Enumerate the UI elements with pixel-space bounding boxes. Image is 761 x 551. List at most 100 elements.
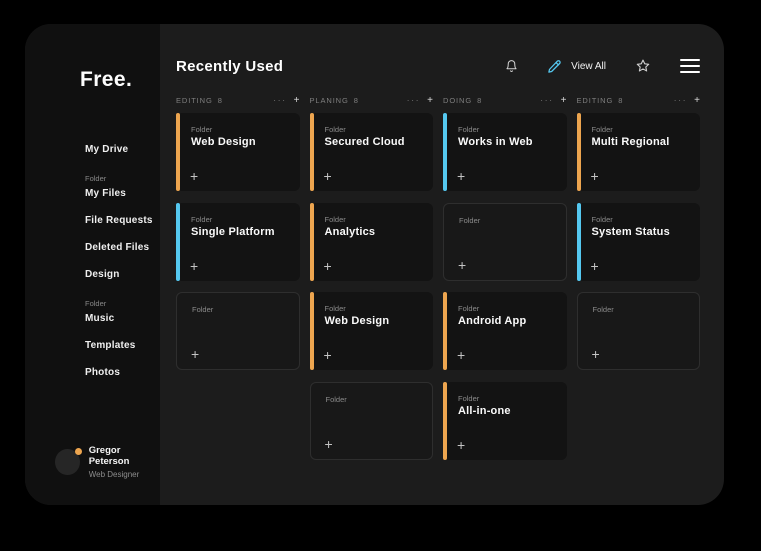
sidebar-nav: My Drive Folder My Files File Requests Delet… — [85, 144, 153, 378]
sidebar: Free. My Drive Folder My Files File Request… — [25, 24, 160, 505]
accent-bar — [309, 113, 314, 191]
card-add-button[interactable]: + — [324, 435, 333, 452]
sidebar-item-music[interactable]: Music — [85, 313, 115, 324]
board-column-editing-0: EDITING 8 ··· + Folder Web Design + Folder Singl… — [176, 95, 300, 471]
menu-icon[interactable] — [680, 58, 700, 74]
card-add-button[interactable]: + — [590, 257, 599, 274]
folder-card-multi-regional[interactable]: Folder Multi Regional + — [576, 113, 700, 191]
card-add-button[interactable]: + — [590, 168, 599, 184]
sidebar-item-design[interactable]: Design — [85, 269, 120, 280]
board-column-planing-1: PLANING 8 ··· + Folder Secured Cloud + Folder An… — [309, 94, 433, 471]
column-title: EDITING — [176, 95, 213, 105]
card-tag-label: Folder — [325, 394, 347, 404]
board: EDITING 8 ··· + Folder Web Design + Folder Singl… — [176, 95, 700, 471]
card-add-button[interactable]: + — [457, 436, 466, 453]
sidebar-item-templates[interactable]: Templates — [85, 340, 136, 351]
pencil-icon — [547, 59, 562, 74]
card-tag-label: Folder — [459, 215, 481, 225]
accent-bar — [309, 202, 314, 281]
user-role: Web Designer — [88, 470, 140, 479]
card-title: Android App — [458, 315, 527, 327]
column-count: 8 — [217, 95, 222, 105]
card-add-button[interactable]: + — [457, 168, 466, 184]
view-all-label: View All — [571, 60, 606, 72]
card-add-button[interactable]: + — [458, 256, 467, 273]
card-title: Works in Web — [458, 136, 533, 148]
user-profile[interactable]: Gregor Peterson Web Designer — [55, 445, 160, 479]
sidebar-item-my-files[interactable]: My Files — [85, 188, 127, 199]
folder-card-empty[interactable]: Folder + — [443, 202, 567, 281]
folder-card-android-app[interactable]: Folder Android App + — [443, 292, 567, 370]
column-add-button[interactable]: + — [694, 94, 700, 106]
accent-bar — [443, 292, 447, 370]
column-menu-dots-icon[interactable]: ··· — [673, 95, 688, 105]
main-panel: Recently Used View All — [160, 24, 724, 505]
card-add-button[interactable]: + — [190, 257, 199, 274]
page-title: Recently Used — [176, 57, 284, 75]
card-title: Web Design — [191, 136, 256, 148]
column-add-button[interactable]: + — [293, 94, 300, 106]
user-name: Gregor Peterson — [88, 445, 130, 467]
sidebar-item-my-drive[interactable]: My Drive — [85, 144, 129, 155]
status-dot-icon — [74, 448, 82, 455]
card-add-button[interactable]: + — [591, 346, 600, 362]
card-title: Multi Regional — [591, 136, 670, 148]
column-title: PLANING — [309, 95, 349, 105]
column-header: EDITING 8 ··· + — [176, 94, 300, 106]
column-add-button[interactable]: + — [560, 94, 567, 106]
card-add-button[interactable]: + — [323, 347, 332, 363]
card-title: Single Platform — [191, 225, 275, 238]
card-title: Web Design — [324, 315, 390, 327]
card-tag-label: Folder — [191, 214, 213, 224]
column-title: DOING — [443, 95, 473, 105]
accent-bar — [309, 292, 314, 370]
column-menu-dots-icon[interactable]: ··· — [406, 95, 421, 105]
avatar[interactable] — [55, 448, 82, 475]
column-count: 8 — [353, 95, 358, 105]
card-tag-label: Folder — [324, 304, 346, 313]
folder-card-analytics[interactable]: Folder Analytics + — [309, 202, 433, 281]
card-tag-label: Folder — [324, 125, 346, 134]
board-column-editing-3: EDITING 8 ··· + Folder Multi Regional + Folder S… — [576, 94, 701, 471]
folder-card-all-in-one[interactable]: Folder All-in-one + — [443, 381, 567, 460]
column-count: 8 — [477, 95, 482, 105]
folder-card-single-platform[interactable]: Folder Single Platform + — [176, 202, 300, 281]
main-header: Recently Used View All — [176, 57, 700, 75]
folder-card-system-status[interactable]: Folder System Status + — [576, 202, 700, 281]
app-window: Free. My Drive Folder My Files File Request… — [25, 24, 724, 505]
sidebar-group-label: Folder — [85, 299, 107, 308]
folder-card-works-in-web[interactable]: Folder Works in Web + — [443, 113, 567, 191]
card-tag-label: Folder — [591, 214, 613, 224]
view-all-button[interactable]: View All — [547, 59, 606, 74]
folder-card-secured-cloud[interactable]: Folder Secured Cloud + — [309, 113, 433, 191]
card-add-button[interactable]: + — [457, 347, 466, 363]
sidebar-item-photos[interactable]: Photos — [85, 367, 121, 378]
card-add-button[interactable]: + — [323, 257, 332, 274]
card-tag-label: Folder — [591, 125, 613, 134]
column-header: DOING 8 ··· + — [443, 94, 567, 106]
folder-card-empty[interactable]: Folder + — [576, 292, 700, 370]
sidebar-item-file-requests[interactable]: File Requests — [85, 215, 153, 226]
column-menu-dots-icon[interactable]: ··· — [540, 95, 554, 105]
card-tag-label: Folder — [458, 304, 480, 313]
bell-icon[interactable] — [505, 58, 518, 74]
card-add-button[interactable]: + — [323, 168, 332, 184]
folder-card-web-design[interactable]: Folder Web Design + — [176, 113, 300, 191]
card-tag-label: Folder — [592, 305, 614, 314]
accent-bar — [176, 113, 180, 191]
folder-card-empty[interactable]: Folder + — [309, 381, 433, 460]
card-add-button[interactable]: + — [190, 168, 199, 184]
folder-card-empty[interactable]: Folder + — [176, 292, 300, 370]
star-icon[interactable] — [635, 58, 651, 74]
folder-card-web-design[interactable]: Folder Web Design + — [309, 292, 433, 370]
column-menu-dots-icon[interactable]: ··· — [273, 95, 287, 105]
column-add-button[interactable]: + — [427, 94, 433, 106]
card-add-button[interactable]: + — [191, 346, 200, 362]
accent-bar — [576, 113, 581, 191]
app-logo: Free. — [80, 68, 133, 91]
sidebar-item-deleted-files[interactable]: Deleted Files — [85, 242, 150, 253]
accent-bar — [176, 202, 180, 281]
card-tag-label: Folder — [458, 125, 480, 134]
column-header: EDITING 8 ··· + — [577, 94, 701, 106]
accent-bar — [443, 381, 447, 460]
